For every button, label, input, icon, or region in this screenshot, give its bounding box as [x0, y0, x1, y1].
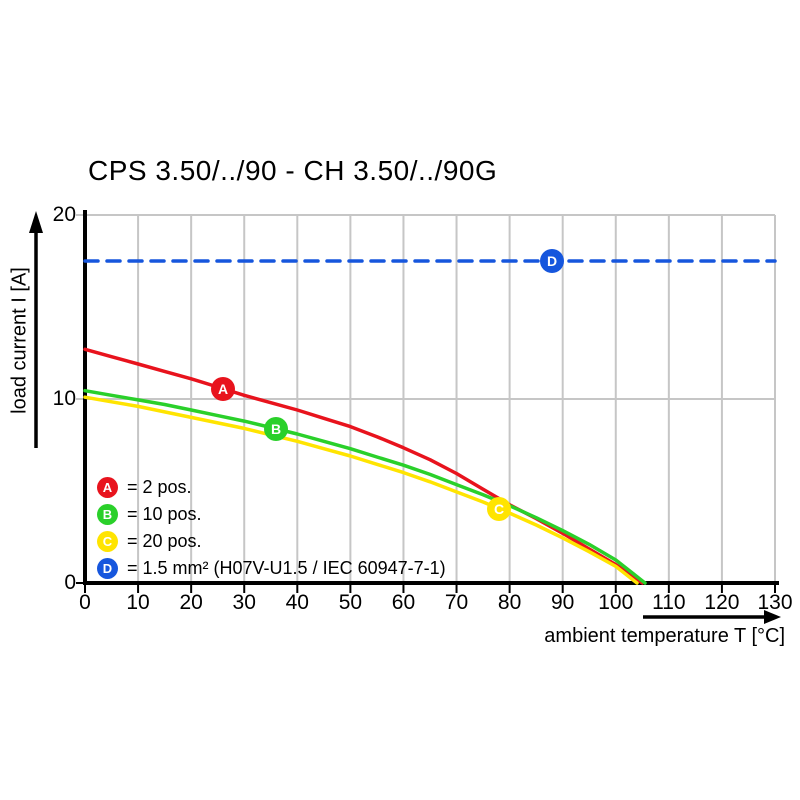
x-tick-label: 10 — [126, 591, 150, 614]
legend-label-20pos: = 20 pos. — [127, 531, 202, 551]
x-axis-tick-labels: 0 10 20 30 40 50 60 70 80 90 100 110 120 130 — [0, 591, 800, 615]
x-axis-label: ambient temperature T [°C] — [544, 625, 785, 647]
legend: A = 2 pos. B = 10 pos. C = 20 pos. D = 1… — [97, 474, 446, 582]
legend-item-2pos: A = 2 pos. — [97, 474, 446, 501]
y-tick-label: 10 — [52, 387, 76, 410]
x-tick-label: 130 — [757, 591, 793, 614]
marker-letter-b: B — [271, 421, 282, 438]
y-tick-label: 0 — [64, 571, 76, 594]
x-tick-label: 80 — [497, 591, 522, 614]
legend-marker-c-icon: C — [97, 531, 118, 552]
curve-marker-d: D — [540, 249, 565, 273]
x-tick-label: 70 — [444, 591, 469, 614]
x-tick-label: 40 — [285, 591, 309, 614]
x-tick-label: 20 — [179, 591, 203, 614]
marker-letter-a: A — [217, 380, 229, 397]
legend-item-10pos: B = 10 pos. — [97, 501, 446, 528]
curve-marker-a: A — [211, 376, 235, 401]
legend-label-2pos: = 2 pos. — [127, 477, 192, 497]
x-tick-label: 50 — [338, 591, 363, 614]
x-tick-label: 60 — [391, 591, 416, 614]
curve-marker-b: B — [264, 417, 289, 442]
chart-title: CPS 3.50/../90 - CH 3.50/../90G — [88, 155, 498, 186]
legend-item-wire: D = 1.5 mm² (H07V-U1.5 / IEC 60947-7-1) — [97, 555, 446, 582]
legend-label-10pos: = 10 pos. — [127, 504, 202, 524]
legend-marker-a-icon: A — [97, 477, 118, 498]
legend-marker-b-icon: B — [97, 504, 118, 525]
x-tick-label: 30 — [232, 591, 256, 614]
y-axis-tick-labels: 0 10 20 — [0, 0, 80, 800]
curve-marker-c: C — [487, 497, 511, 522]
legend-label-wire: = 1.5 mm² (H07V-U1.5 / IEC 60947-7-1) — [127, 558, 446, 578]
x-tick-label: 110 — [652, 591, 686, 614]
y-tick-label: 20 — [52, 203, 76, 226]
legend-marker-d-icon: D — [97, 558, 118, 579]
x-tick-label: 0 — [79, 591, 91, 614]
marker-letter-c: C — [493, 501, 505, 518]
x-tick-label: 100 — [598, 591, 634, 614]
marker-letter-d: D — [547, 253, 558, 269]
x-tick-label: 120 — [704, 591, 740, 614]
legend-item-20pos: C = 20 pos. — [97, 528, 446, 555]
x-tick-label: 90 — [551, 591, 575, 614]
